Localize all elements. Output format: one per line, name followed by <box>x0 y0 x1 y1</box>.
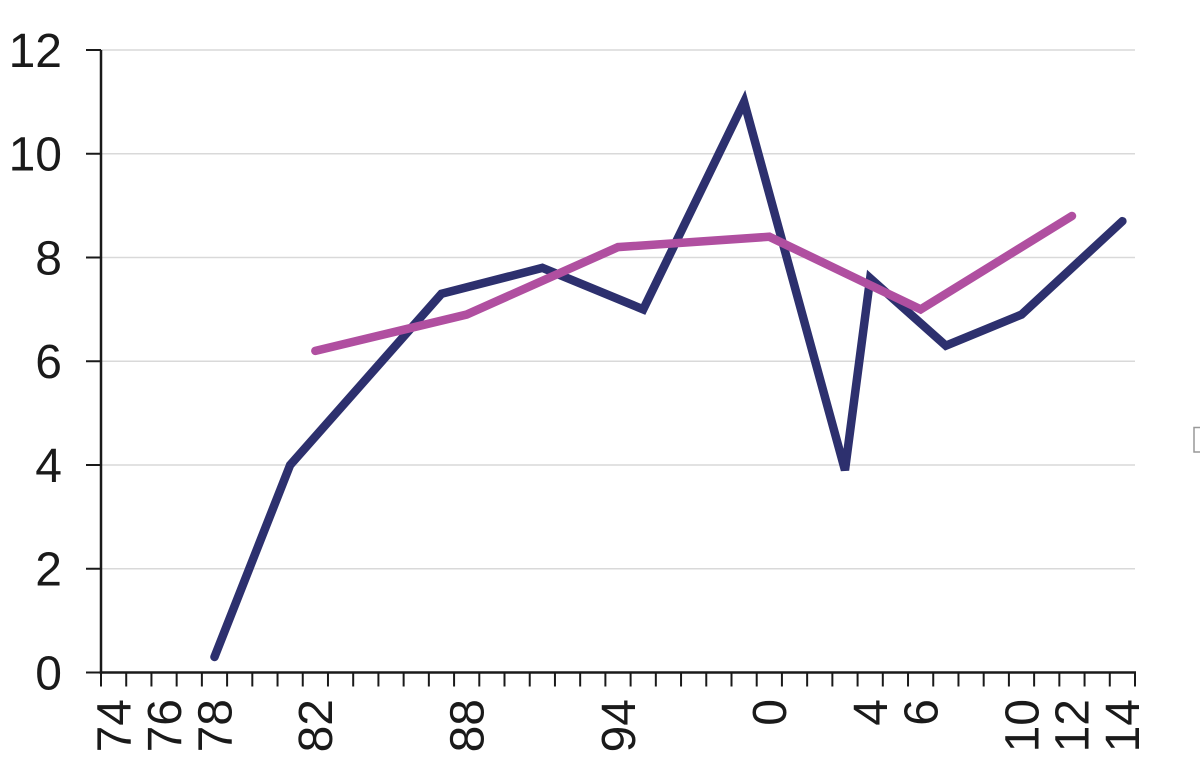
y-axis-label: 2 <box>35 544 62 597</box>
gridlines-group <box>101 49 1135 570</box>
y-axis-label: 6 <box>35 336 62 389</box>
y-axis-label: 8 <box>35 232 62 285</box>
y-axis-label: 4 <box>35 440 62 493</box>
x-axis-label: 6 <box>895 699 948 726</box>
x-axis-label: 74 <box>88 699 141 752</box>
x-axis-label: 10 <box>996 699 1049 752</box>
y-axis-label: 12 <box>9 25 62 78</box>
x-axis-label: 94 <box>593 699 646 752</box>
clipped-legend-marker <box>1193 426 1200 453</box>
x-ticks-group <box>100 672 1136 687</box>
magenta-line <box>311 211 1077 356</box>
x-axis-label: 78 <box>189 699 242 752</box>
y-axis-label: 0 <box>35 647 62 700</box>
x-axis-label: 4 <box>845 699 898 726</box>
x-axis-label: 88 <box>441 699 494 752</box>
navy-line <box>210 89 1127 662</box>
x-axis-label: 0 <box>744 699 797 726</box>
y-ticks-group <box>86 49 101 674</box>
x-axis-label: 12 <box>1047 699 1100 752</box>
x-axis-label: 76 <box>139 699 192 752</box>
x-axis-label: 14 <box>1097 699 1150 752</box>
x-axis-label: 82 <box>290 699 343 752</box>
y-axis-label: 10 <box>9 129 62 182</box>
y-labels-group: 0 2 4 6 8 10 12 <box>9 25 62 700</box>
